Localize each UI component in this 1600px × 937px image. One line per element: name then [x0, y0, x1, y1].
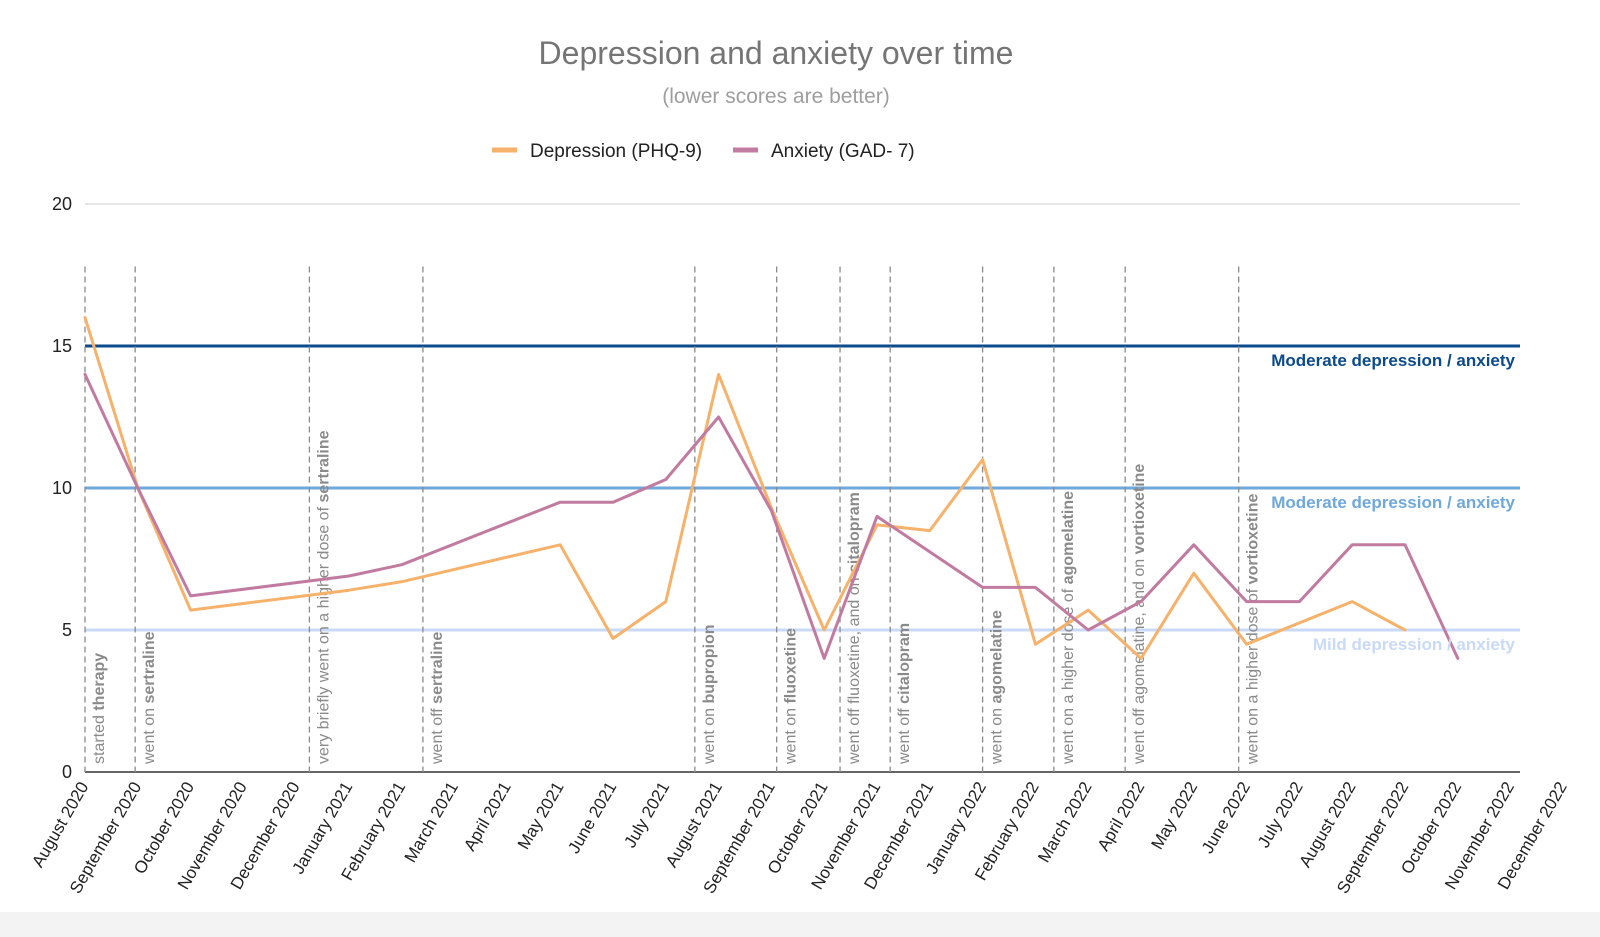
bottom-band	[0, 912, 1600, 937]
y-axis-ticks: 0 5 10 15 20	[52, 194, 72, 782]
legend-label-anxiety: Anxiety (GAD- 7)	[771, 141, 915, 162]
event-annotation: started therapy	[91, 653, 108, 764]
x-tick-label: May 2022	[1147, 779, 1201, 853]
event-annotation: went off fluoxetine, and on citalopram	[846, 492, 863, 765]
legend-label-depression: Depression (PHQ-9)	[530, 141, 702, 162]
event-annotation: very briefly went on a higher dose of se…	[315, 430, 332, 764]
event-markers: started therapy went on sertraline very br…	[84, 266, 1262, 772]
event-annotation: went on fluoxetine	[783, 628, 800, 765]
reference-labels: Moderate depression / anxiety Moderate de…	[1271, 351, 1515, 654]
event-annotation: went off citalopram	[896, 623, 913, 765]
series-line-depression	[83, 316, 1407, 660]
event-annotation: went on agomelatine	[989, 610, 1006, 765]
legend: Depression (PHQ-9) Anxiety (GAD- 7)	[492, 141, 915, 162]
y-tick-label: 20	[52, 194, 72, 214]
event-annotation: went on bupropion	[701, 624, 718, 765]
reference-label: Moderate depression / anxiety	[1271, 493, 1515, 512]
x-tick-label: March 2022	[1034, 779, 1095, 866]
y-tick-label: 15	[52, 336, 72, 356]
reference-label: Moderate depression / anxiety	[1271, 351, 1515, 370]
x-tick-label: June 2022	[1198, 779, 1254, 857]
reference-label: Mild depression / anxiety	[1313, 635, 1516, 654]
event-annotation: went on a higher dose of vortioxetine	[1245, 494, 1262, 765]
chart-title: Depression and anxiety over time	[539, 35, 1014, 71]
event-annotation: went on sertraline	[141, 631, 158, 765]
event-annotation: went off agomelatine, and on vortioxetin…	[1131, 464, 1148, 765]
event-annotation: went off sertraline	[429, 632, 446, 765]
series-lines	[83, 316, 1460, 660]
x-tick-label: July 2022	[1254, 779, 1307, 852]
x-tick-label: July 2021	[620, 779, 673, 852]
x-tick-label: March 2021	[401, 779, 462, 866]
y-tick-label: 5	[62, 620, 72, 640]
x-tick-label: June 2021	[564, 779, 620, 857]
reference-lines	[85, 344, 1520, 632]
x-tick-label: May 2021	[514, 779, 568, 853]
x-tick-label: April 2021	[460, 779, 515, 855]
chart-subtitle: (lower scores are better)	[662, 85, 890, 108]
x-tick-label: April 2022	[1094, 779, 1149, 855]
event-annotation: went on a higher dose of agomelatine	[1060, 491, 1077, 765]
y-tick-label: 10	[52, 478, 72, 498]
series-line-anxiety	[83, 372, 1460, 660]
y-tick-label: 0	[62, 762, 72, 782]
